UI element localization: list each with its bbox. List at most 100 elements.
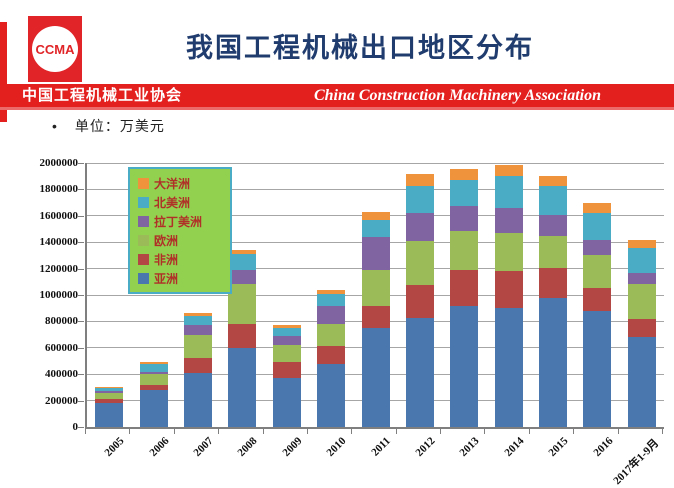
bar-segment-亚洲 <box>272 378 301 427</box>
bar-segment-拉丁美洲 <box>183 325 212 335</box>
bar-segment-拉丁美洲 <box>494 208 523 233</box>
y-axis-tick <box>78 163 84 164</box>
bar-column-2006 <box>139 361 168 427</box>
x-tick-label: 2007 <box>191 435 216 460</box>
bar-segment-大洋洲 <box>450 168 479 180</box>
bar-segment-北美洲 <box>183 315 212 326</box>
bar-segment-北美洲 <box>361 219 390 237</box>
bar-column-2011 <box>361 211 390 427</box>
legend-label: 非洲 <box>154 252 179 267</box>
bar-segment-拉丁美洲 <box>139 371 168 374</box>
bar-segment-大洋洲 <box>583 202 612 213</box>
y-tick-label: 2000000 <box>39 157 79 169</box>
bar-segment-非洲 <box>405 284 434 318</box>
bar-segment-北美洲 <box>317 294 346 307</box>
bar-segment-非洲 <box>583 287 612 312</box>
bar-segment-欧洲 <box>539 236 568 268</box>
slide: { "header": { "logo_text": "CCMA", "titl… <box>0 16 674 488</box>
left-accent-bar <box>0 22 7 122</box>
bar-segment-亚洲 <box>139 390 168 427</box>
bar-segment-亚洲 <box>228 347 257 427</box>
bar-segment-非洲 <box>627 319 656 338</box>
bar-segment-大洋洲 <box>272 325 301 329</box>
bar-segment-拉丁美洲 <box>228 269 257 285</box>
legend-item-大洋洲: 大洋洲 <box>138 176 222 191</box>
legend-item-拉丁美洲: 拉丁美洲 <box>138 214 222 229</box>
y-tick-label: 0 <box>72 421 79 433</box>
legend-swatch <box>138 196 149 208</box>
y-tick-label: 1600000 <box>39 209 79 222</box>
bar-segment-欧洲 <box>272 345 301 362</box>
bar-segment-拉丁美洲 <box>539 214 568 237</box>
y-axis-tick <box>78 189 84 191</box>
bar-segment-大洋洲 <box>539 175 568 187</box>
x-axis-tick <box>662 429 663 434</box>
bar-column-2008 <box>228 250 257 427</box>
bar-segment-大洋洲 <box>494 165 523 177</box>
bar-segment-北美洲 <box>405 186 434 214</box>
bar-segment-亚洲 <box>494 307 523 427</box>
bar-segment-欧洲 <box>405 241 434 285</box>
bar-segment-欧洲 <box>228 284 257 325</box>
bar-segment-拉丁美洲 <box>272 336 301 346</box>
bar-segment-拉丁美洲 <box>361 236 390 270</box>
bar-segment-亚洲 <box>405 317 434 427</box>
legend-label: 欧洲 <box>154 233 179 248</box>
y-axis-tick <box>78 374 84 376</box>
bar-segment-大洋洲 <box>317 290 346 295</box>
bar-segment-北美洲 <box>228 253 257 270</box>
x-tick-label: 2010 <box>324 435 349 460</box>
x-axis-tick <box>440 429 442 434</box>
x-tick-label: 2006 <box>147 435 172 460</box>
x-tick-label: 2011 <box>369 435 394 459</box>
y-axis-tick <box>78 242 84 244</box>
legend-swatch <box>138 253 149 265</box>
bar-segment-欧洲 <box>583 254 612 288</box>
bar-segment-欧洲 <box>139 373 168 385</box>
association-banner: 中国工程机械工业协会 China Construction Machinery … <box>0 84 674 110</box>
plot-area <box>85 162 664 429</box>
x-tick-label: 2016 <box>590 435 616 460</box>
y-tick-label: 1000000 <box>39 289 79 301</box>
x-axis-tick <box>85 429 86 434</box>
bar-segment-拉丁美洲 <box>317 306 346 324</box>
x-axis-tick <box>306 429 308 434</box>
bar-segment-北美洲 <box>139 363 168 372</box>
legend-swatch <box>138 234 149 246</box>
unit-text: 单位：万美元 <box>74 118 165 134</box>
bar-segment-欧洲 <box>450 231 479 270</box>
bar-segment-北美洲 <box>539 186 568 215</box>
x-tick-label: 2008 <box>235 435 260 460</box>
y-tick-label: 400000 <box>45 368 78 381</box>
bar-segment-拉丁美洲 <box>95 391 124 393</box>
y-tick-label: 200000 <box>45 394 78 407</box>
bar-segment-大洋洲 <box>228 250 257 254</box>
bar-segment-非洲 <box>228 324 257 348</box>
y-axis-tick <box>78 347 84 349</box>
x-tick-label: 2015 <box>546 435 571 460</box>
bar-segment-亚洲 <box>539 297 568 427</box>
y-axis-tick <box>78 321 84 323</box>
x-tick-label: 2017年1-9月 <box>611 437 662 488</box>
bar-segment-拉丁美洲 <box>627 272 656 285</box>
legend-item-北美洲: 北美洲 <box>138 195 222 210</box>
bar-segment-大洋洲 <box>361 211 390 220</box>
bar-segment-北美洲 <box>583 212 612 240</box>
page-title: 我国工程机械出口地区分布 <box>186 33 534 63</box>
bar-segment-大洋洲 <box>95 387 124 389</box>
bar-segment-欧洲 <box>627 284 656 320</box>
bar-segment-拉丁美洲 <box>405 213 434 242</box>
bar-segment-亚洲 <box>583 311 612 427</box>
bar-segment-大洋洲 <box>405 173 434 187</box>
y-tick-label: 1400000 <box>39 236 79 249</box>
legend-swatch <box>138 177 149 189</box>
gridline <box>87 162 664 164</box>
unit-note: • 单位：万美元 <box>52 116 165 136</box>
bar-segment-亚洲 <box>450 306 479 427</box>
x-axis-tick <box>173 429 175 434</box>
ccma-logo: CCMA <box>28 16 82 82</box>
bar-segment-非洲 <box>361 306 390 328</box>
bar-segment-亚洲 <box>183 372 212 427</box>
bar-column-2010 <box>317 290 346 427</box>
bar-segment-大洋洲 <box>627 239 656 248</box>
